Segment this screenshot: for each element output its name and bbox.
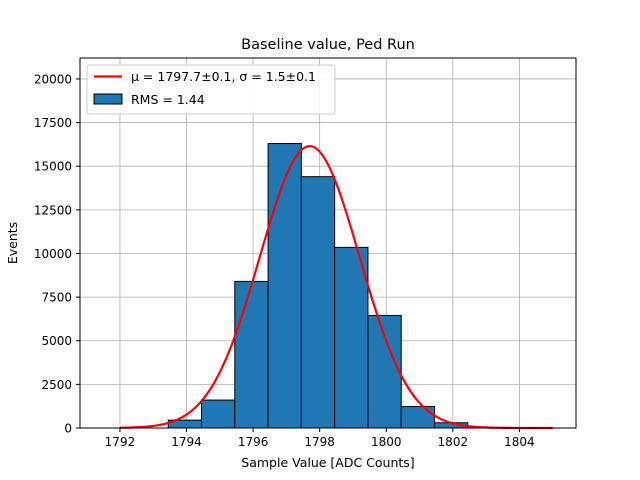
x-tick-label: 1798 [304, 435, 335, 449]
histogram-bar [234, 280, 269, 429]
gaussian-fit-curve [119, 145, 553, 430]
y-tick-label: 15000 [34, 160, 72, 174]
legend: μ = 1797.7±0.1, σ = 1.5±0.1 RMS = 1.44 [86, 64, 336, 115]
x-tick-label: 1800 [371, 435, 402, 449]
x-tick-label: 1792 [105, 435, 136, 449]
y-tick-label: 10000 [34, 247, 72, 261]
legend-bar-swatch [93, 93, 123, 105]
legend-fit-label: μ = 1797.7±0.1, σ = 1.5±0.1 [131, 69, 316, 84]
histogram-bar [400, 406, 436, 429]
x-tick-label: 1796 [238, 435, 269, 449]
y-tick-label: 12500 [34, 203, 72, 217]
chart-title: Baseline value, Ped Run [241, 37, 415, 53]
y-tick-label: 0 [64, 422, 72, 436]
plot-frame [79, 57, 577, 429]
histogram-bar [267, 143, 302, 429]
y-tick-label: 17500 [34, 116, 72, 130]
y-tick-label: 20000 [34, 72, 72, 86]
x-tick-label: 1804 [504, 435, 535, 449]
legend-rms-label: RMS = 1.44 [131, 92, 205, 107]
y-axis-label: Events [5, 222, 20, 264]
x-axis-ticks: 1792 1794 1796 1798 1800 1802 1804 [105, 428, 535, 449]
y-tick-label: 2500 [41, 378, 72, 392]
y-tick-label: 5000 [41, 334, 72, 348]
y-tick-label: 7500 [41, 291, 72, 305]
fit-curve-group [119, 145, 553, 430]
histogram-bar [334, 246, 369, 429]
legend-box [86, 64, 336, 115]
histogram-bar [300, 176, 336, 429]
histogram-bar [367, 314, 402, 429]
y-axis-ticks: 0 2500 5000 7500 10000 12500 15000 17500 20000 [34, 72, 80, 436]
x-tick-label: 1802 [438, 435, 469, 449]
x-tick-label: 1794 [171, 435, 202, 449]
x-axis-label: Sample Value [ADC Counts] [241, 455, 414, 470]
histogram-bar [201, 399, 236, 429]
